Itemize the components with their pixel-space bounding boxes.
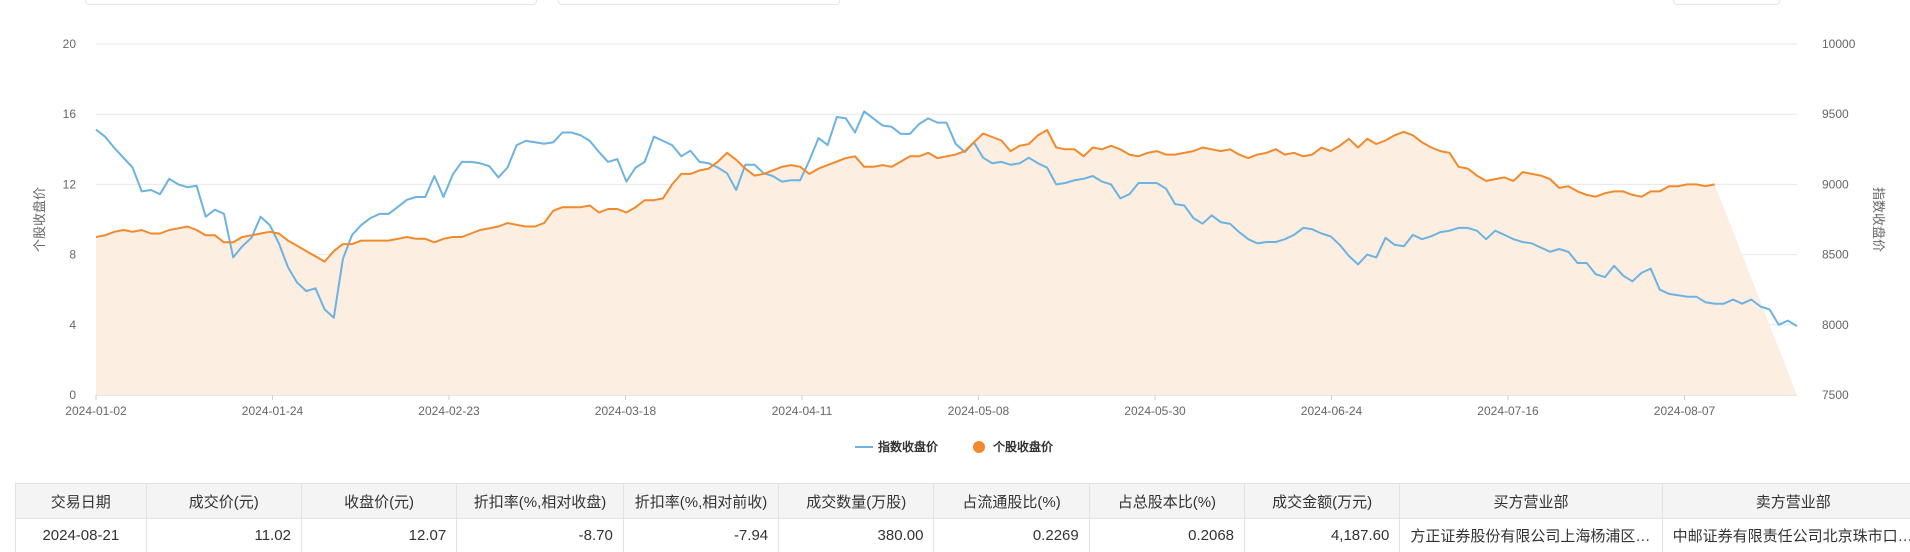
cell-amount: 4,187.60 xyxy=(1244,518,1401,552)
header-amount[interactable]: 成交金额(万元) xyxy=(1244,483,1401,519)
y-left-tick-label: 4 xyxy=(69,318,76,332)
x-tick-label: 2024-06-24 xyxy=(1301,404,1363,418)
header-deal-price[interactable]: 成交价(元) xyxy=(145,483,302,519)
y-right-tick-label: 9000 xyxy=(1822,177,1849,191)
table-row[interactable]: 2024-08-21 11.02 12.07 -8.70 -7.94 380.0… xyxy=(15,518,1910,552)
cell-discount-close: -8.70 xyxy=(456,518,624,552)
cell-float-ratio: 0.2269 xyxy=(933,518,1090,552)
x-tick-label: 2024-05-08 xyxy=(948,404,1010,418)
x-tick-label: 2024-03-18 xyxy=(595,404,657,418)
y-right-tick-label: 8500 xyxy=(1822,248,1849,262)
stock-close-line xyxy=(95,129,1715,263)
y-right-tick-label: 7500 xyxy=(1822,388,1849,402)
cell-discount-prev: -7.94 xyxy=(622,518,780,552)
index-close-line xyxy=(95,110,1798,328)
cell-trade-date: 2024-08-21 xyxy=(15,518,147,552)
cell-buyer: 方正证券股份有限公司上海杨浦区军工路证券营业部 xyxy=(1399,518,1663,552)
y-right-axis-title: 指数收盘价 xyxy=(1871,187,1886,252)
legend[interactable]: 指数收盘价 个股收盘价 xyxy=(855,439,1054,454)
legend-stock-dot-icon xyxy=(973,441,985,453)
top-control-2[interactable] xyxy=(558,0,840,5)
x-tick-label: 2024-05-30 xyxy=(1124,404,1186,418)
y-left-tick-label: 20 xyxy=(63,37,77,51)
header-trade-date[interactable]: 交易日期 xyxy=(15,483,147,519)
cell-close-price: 12.07 xyxy=(300,518,458,552)
header-float-ratio[interactable]: 占流通股比(%) xyxy=(933,483,1090,519)
series-lines xyxy=(95,110,1798,328)
cell-seller: 中邮证券有限责任公司北京珠市口东大街证券营业部 xyxy=(1661,518,1910,552)
header-close-price[interactable]: 收盘价(元) xyxy=(300,483,458,519)
legend-stock-label: 个股收盘价 xyxy=(992,439,1054,454)
header-discount-close[interactable]: 折扣率(%,相对收盘) xyxy=(456,483,624,519)
x-tick-label: 2024-04-11 xyxy=(772,404,833,418)
header-discount-prev[interactable]: 折扣率(%,相对前收) xyxy=(622,483,780,519)
header-volume[interactable]: 成交数量(万股) xyxy=(778,483,935,519)
stock-area-layer xyxy=(96,130,1797,395)
y-right-tick-label: 8000 xyxy=(1822,318,1849,332)
y-right-tick-label: 9500 xyxy=(1822,107,1849,121)
table-header-row: 交易日期 成交价(元) 收盘价(元) 折扣率(%,相对收盘) 折扣率(%,相对前… xyxy=(15,483,1910,519)
x-tick-label: 2024-01-24 xyxy=(242,404,304,418)
cell-total-ratio: 0.2068 xyxy=(1088,518,1246,552)
y-right-tick-label: 10000 xyxy=(1822,37,1856,51)
cell-volume: 380.00 xyxy=(778,518,935,552)
top-control-1[interactable] xyxy=(85,0,537,5)
x-tick-label: 2024-08-07 xyxy=(1654,404,1716,418)
x-tick-label: 2024-02-23 xyxy=(418,404,480,418)
y-left-tick-label: 0 xyxy=(69,388,76,402)
price-chart: 0481216207500800085009000950010000个股收盘价指… xyxy=(32,37,1886,454)
top-controls xyxy=(0,0,1910,8)
x-tick-label: 2024-07-16 xyxy=(1477,404,1539,418)
y-left-tick-label: 8 xyxy=(69,248,76,262)
block-trade-table: 交易日期 成交价(元) 收盘价(元) 折扣率(%,相对收盘) 折扣率(%,相对前… xyxy=(15,483,1910,552)
header-total-ratio[interactable]: 占总股本比(%) xyxy=(1088,483,1246,519)
header-buyer[interactable]: 买方营业部 xyxy=(1399,483,1663,519)
x-tick-label: 2024-01-02 xyxy=(65,404,127,418)
y-left-axis-title: 个股收盘价 xyxy=(32,187,47,252)
top-control-3[interactable] xyxy=(1673,0,1780,5)
y-left-tick-label: 12 xyxy=(63,177,77,191)
stock-close-area xyxy=(96,130,1797,395)
cell-deal-price: 11.02 xyxy=(145,518,302,552)
legend-index-label: 指数收盘价 xyxy=(878,439,939,454)
y-left-tick-label: 16 xyxy=(63,107,77,121)
header-seller[interactable]: 卖方营业部 xyxy=(1661,483,1910,519)
axes: 0 4 8 12 16 20 7500 8000 8500 9000 9500 10000 个股收盘价 指… xyxy=(32,37,1886,418)
